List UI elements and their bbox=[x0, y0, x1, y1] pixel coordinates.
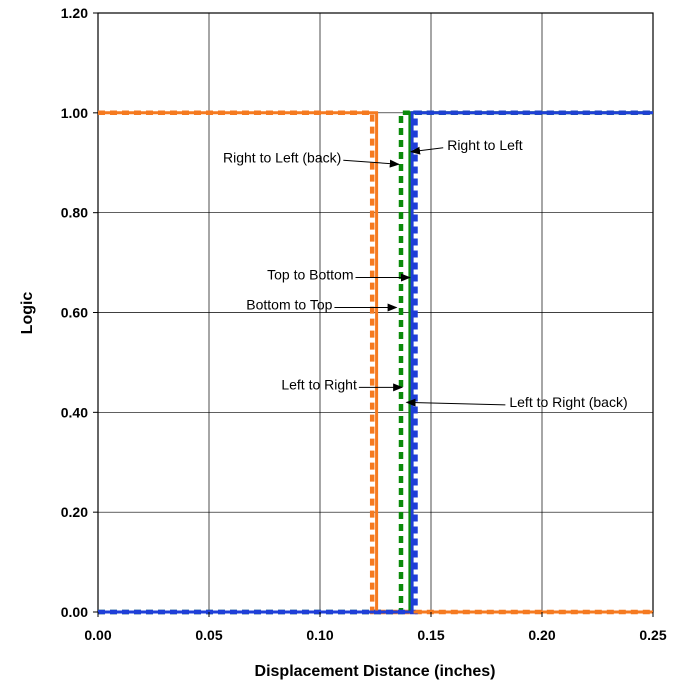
x-tick-label: 0.20 bbox=[528, 627, 555, 643]
y-tick-label: 0.40 bbox=[61, 404, 88, 420]
annotation-label-bottom-to-top: Bottom to Top bbox=[246, 297, 332, 313]
series-line-right-to-left bbox=[98, 111, 653, 614]
x-tick-label: 0.00 bbox=[84, 627, 111, 643]
y-tick-label: 0.60 bbox=[61, 305, 88, 321]
annotation-arrow-left-to-right-back bbox=[405, 398, 506, 407]
y-tick-label: 0.00 bbox=[61, 604, 88, 620]
y-axis-title: Logic bbox=[19, 292, 36, 335]
annotation-arrow-right-to-left bbox=[410, 146, 444, 155]
y-tick-label: 0.80 bbox=[61, 205, 88, 221]
annotation-label-right-to-left: Right to Left bbox=[447, 137, 523, 153]
annotation-label-right-to-left-back: Right to Left (back) bbox=[223, 149, 341, 165]
y-tick-label: 0.20 bbox=[61, 504, 88, 520]
annotation-label-top-to-bottom: Top to Bottom bbox=[267, 267, 353, 283]
annotation-label-left-to-right-back: Left to Right (back) bbox=[509, 394, 627, 410]
annotation-label-left-to-right: Left to Right bbox=[281, 376, 357, 392]
x-tick-label: 0.10 bbox=[306, 627, 333, 643]
x-tick-label: 0.05 bbox=[195, 627, 222, 643]
x-axis-title: Displacement Distance (inches) bbox=[255, 663, 496, 680]
x-tick-label: 0.15 bbox=[417, 627, 444, 643]
x-tick-label: 0.25 bbox=[639, 627, 666, 643]
annotation-arrow-right-to-left-back bbox=[343, 159, 400, 168]
y-tick-label: 1.00 bbox=[61, 105, 88, 121]
series-line-top-to-bottom bbox=[98, 111, 653, 614]
y-tick-label: 1.20 bbox=[61, 5, 88, 21]
